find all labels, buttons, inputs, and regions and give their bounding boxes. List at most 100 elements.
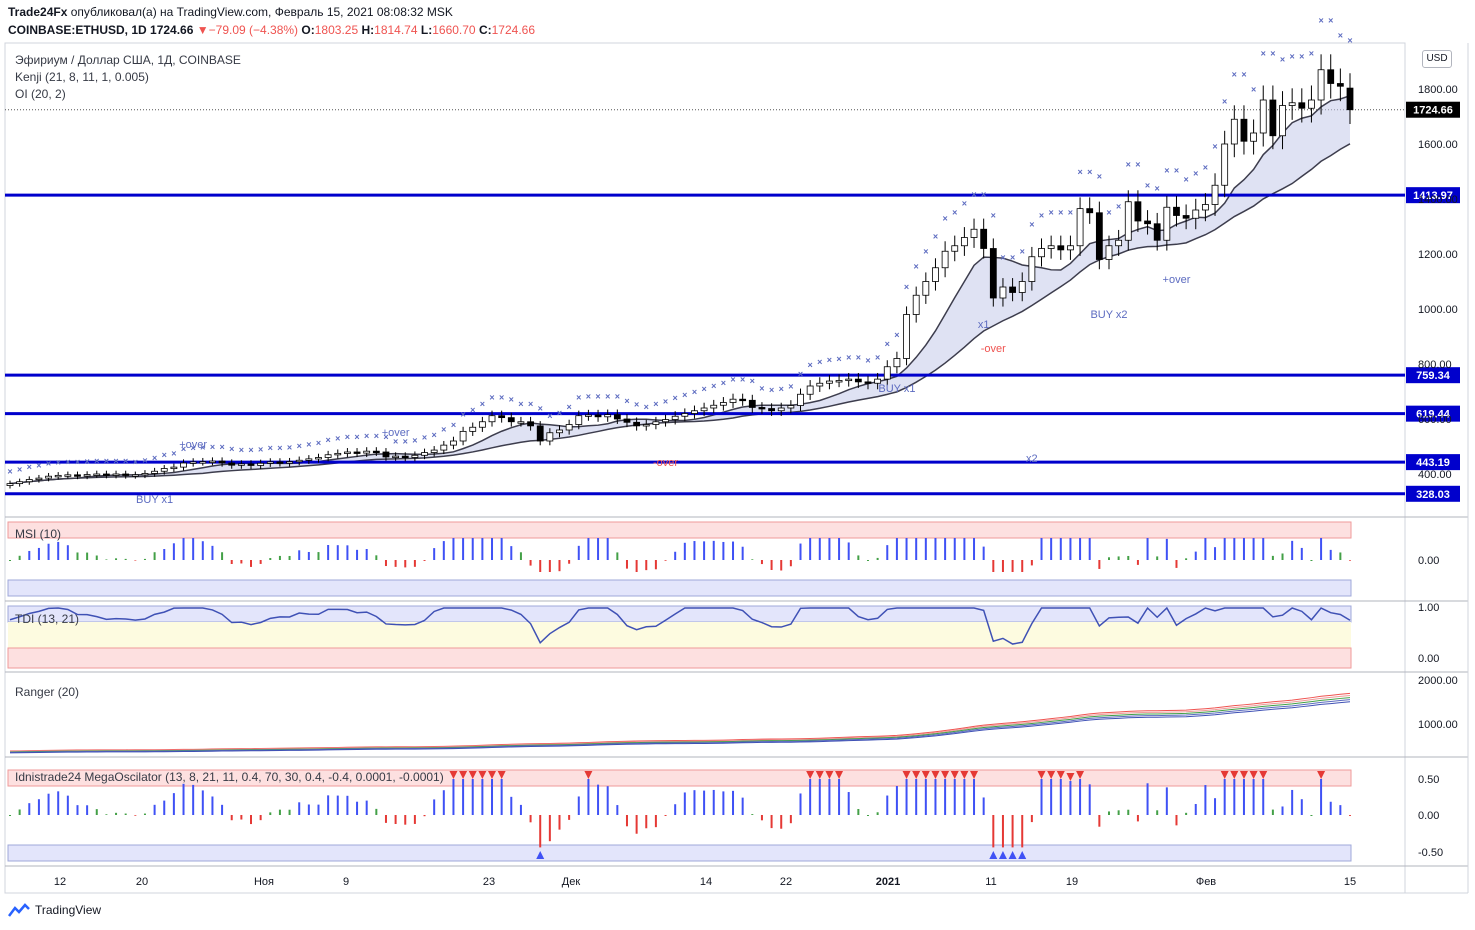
tdi-lower-band — [7, 647, 1352, 669]
mega-bar — [1271, 809, 1274, 815]
signal-mark: × — [113, 456, 118, 466]
candle-body — [642, 424, 650, 427]
msi-bar — [66, 545, 69, 560]
mega-bar — [1300, 799, 1303, 815]
signal-mark: × — [94, 456, 99, 466]
level-label: 759.34 — [1416, 370, 1451, 382]
signal-mark: × — [615, 391, 620, 401]
msi-bar — [703, 541, 706, 560]
signal-mark: × — [133, 457, 138, 467]
mega-lower-band — [7, 844, 1352, 862]
mega-bar — [866, 815, 869, 816]
mega-sell-marker — [1249, 771, 1258, 779]
mega-bar — [635, 815, 638, 834]
candle-body — [324, 454, 332, 458]
candle-body — [35, 477, 43, 481]
mega-bar — [905, 779, 908, 815]
candle-body — [1163, 206, 1171, 241]
signal-mark: × — [653, 399, 658, 409]
signal-mark: × — [1251, 84, 1256, 94]
mega-bar — [818, 779, 821, 815]
mega-sell-marker — [912, 771, 921, 779]
signal-mark: × — [788, 381, 793, 391]
price-tick: 800.00 — [1418, 359, 1452, 371]
mega-bar — [1040, 779, 1043, 815]
mega-bar — [1291, 789, 1294, 815]
signal-annotation: -over — [653, 457, 678, 469]
mega-bar — [992, 815, 995, 848]
mega-bar — [953, 779, 956, 815]
msi-bar — [105, 559, 108, 560]
mega-bar — [722, 791, 725, 815]
mega-bar — [28, 803, 31, 815]
mega-bar — [230, 815, 233, 821]
footer-brand[interactable]: TradingView — [8, 903, 101, 917]
panel-tick: 2000.00 — [1418, 675, 1458, 687]
mega-bar — [105, 814, 108, 815]
msi-bar — [982, 546, 985, 560]
mega-bar — [606, 786, 609, 815]
signal-mark: × — [248, 445, 253, 455]
mega-bar — [346, 795, 349, 815]
msi-bar — [1050, 538, 1053, 560]
candle-body — [1115, 239, 1123, 247]
msi-bar — [751, 559, 754, 560]
signal-mark: × — [923, 246, 928, 256]
mega-bar — [529, 815, 532, 823]
candle-body — [411, 454, 419, 458]
msi-bar — [1156, 556, 1159, 560]
signal-mark: × — [1299, 51, 1304, 61]
signal-mark: × — [7, 467, 12, 477]
candle-body — [180, 462, 187, 468]
mega-bar — [510, 796, 513, 815]
mega-bar — [982, 797, 985, 815]
mega-bar — [163, 800, 166, 815]
msi-bar — [76, 552, 79, 560]
signal-mark: × — [740, 375, 745, 385]
mega-bar — [423, 815, 426, 817]
signal-mark: × — [470, 405, 475, 415]
tdi-title: TDI (13, 21) — [15, 612, 80, 626]
currency-button[interactable]: USD — [1422, 50, 1452, 68]
candle-body — [1240, 118, 1248, 142]
mega-bar — [809, 779, 812, 815]
msi-bar — [722, 541, 725, 560]
msi-bar — [201, 541, 204, 560]
mega-bar — [1310, 815, 1313, 816]
mega-bar — [1098, 815, 1101, 827]
mega-bar — [259, 815, 262, 821]
msi-bar — [905, 538, 908, 560]
candle-body — [1192, 209, 1200, 219]
signal-mark: × — [1290, 51, 1295, 61]
candle-body — [1317, 69, 1325, 101]
candle-body — [912, 294, 920, 315]
candle-body — [25, 479, 33, 483]
candle-body — [1038, 248, 1045, 258]
signal-mark: × — [1135, 159, 1140, 169]
candle-body — [1173, 206, 1180, 216]
signal-mark: × — [865, 356, 870, 366]
msi-bar — [992, 560, 995, 572]
signal-mark: × — [1270, 48, 1275, 58]
signal-mark: × — [393, 437, 398, 447]
candle-body — [469, 426, 477, 432]
candle-body — [122, 473, 130, 476]
candle-body — [344, 451, 351, 454]
candle-body — [209, 460, 216, 463]
level-label: 1413.97 — [1413, 190, 1453, 202]
signal-mark: × — [624, 396, 629, 406]
x-tick-label: 11 — [985, 876, 996, 888]
mega-bar — [1136, 815, 1139, 822]
msi-bar — [645, 560, 648, 571]
candle-body — [131, 474, 139, 477]
mega-bar — [1021, 815, 1024, 848]
mega-bar — [963, 779, 966, 815]
signal-mark: × — [1232, 69, 1237, 79]
msi-bar — [336, 545, 339, 560]
candle-body — [228, 462, 236, 466]
signal-mark: × — [65, 457, 70, 467]
mega-bar — [86, 805, 89, 815]
candle-body — [392, 455, 400, 459]
signal-mark: × — [750, 376, 755, 386]
